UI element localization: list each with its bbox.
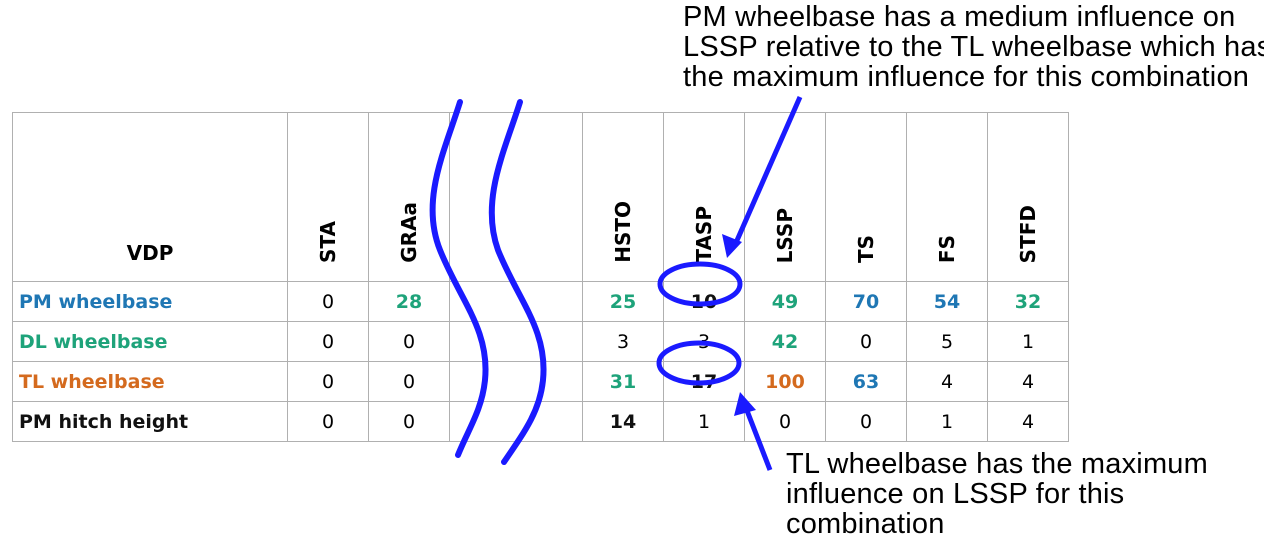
table-cell: 0 — [825, 321, 907, 362]
table-cell: 0 — [744, 401, 826, 442]
table-cell: 4 — [987, 401, 1069, 442]
table-cell: 32 — [987, 281, 1069, 322]
table-cell: 0 — [368, 321, 450, 362]
gap-cell — [449, 361, 583, 402]
table-cell: 0 — [287, 361, 369, 402]
table-cell: 63 — [825, 361, 907, 402]
column-header-fs: FS — [906, 112, 988, 282]
table-cell: 42 — [744, 321, 826, 362]
row-label: DL wheelbase — [12, 321, 288, 362]
arrow-bottom-head — [734, 392, 756, 416]
arrow-top-line — [732, 95, 803, 247]
column-header-graa: GRAa — [368, 112, 450, 282]
column-header-vdp: VDP — [12, 112, 288, 282]
column-header-hsto: HSTO — [582, 112, 664, 282]
table-cell: 49 — [744, 281, 826, 322]
table-cell: 0 — [368, 361, 450, 402]
table-cell: 1 — [663, 401, 745, 442]
table-cell: 0 — [825, 401, 907, 442]
arrow-bottom-line — [743, 407, 773, 471]
break-curve-left — [429, 99, 489, 458]
table-cell: 54 — [906, 281, 988, 322]
table-cell: 3 — [582, 321, 664, 362]
gap-cell — [449, 321, 583, 362]
table-row: DL wheelbase 0 0 3 3 42 0 5 1 — [12, 321, 1069, 362]
table-cell: 4 — [906, 361, 988, 402]
table-cell: 14 — [582, 401, 664, 442]
column-gap — [449, 112, 583, 282]
table-cell: 1 — [906, 401, 988, 442]
header-row: VDP STA GRAa HSTO TASP LSSP TS FS STFD — [12, 112, 1069, 282]
arrow-top-head — [722, 234, 742, 258]
row-label: TL wheelbase — [12, 361, 288, 402]
table-cell: 0 — [287, 321, 369, 362]
vdp-influence-table: VDP STA GRAa HSTO TASP LSSP TS FS STFD P… — [12, 112, 1069, 442]
table-cell: 25 — [582, 281, 664, 322]
table-cell: 0 — [287, 401, 369, 442]
table-row: PM hitch height 0 0 14 1 0 0 1 4 — [12, 401, 1069, 442]
highlight-circle-tl-lssp — [656, 340, 742, 386]
table-row: TL wheelbase 0 0 31 17 100 63 4 4 — [12, 361, 1069, 402]
column-header-ts: TS — [825, 112, 907, 282]
column-header-sta: STA — [287, 112, 369, 282]
table-cell: 5 — [906, 321, 988, 362]
table-cell: 31 — [582, 361, 664, 402]
break-curve-right — [488, 99, 547, 465]
row-label: PM hitch height — [12, 401, 288, 442]
table-row: PM wheelbase 0 28 25 10 49 70 54 32 — [12, 281, 1069, 322]
row-label: PM wheelbase — [12, 281, 288, 322]
table-cell: 4 — [987, 361, 1069, 402]
table-cell: 1 — [987, 321, 1069, 362]
column-header-stfd: STFD — [987, 112, 1069, 282]
table-cell: 0 — [368, 401, 450, 442]
table-cell: 28 — [368, 281, 450, 322]
highlight-circle-pm-lssp — [657, 261, 743, 307]
annotation-top: PM wheelbase has a medium influence on L… — [683, 1, 1264, 93]
table-cell: 0 — [287, 281, 369, 322]
